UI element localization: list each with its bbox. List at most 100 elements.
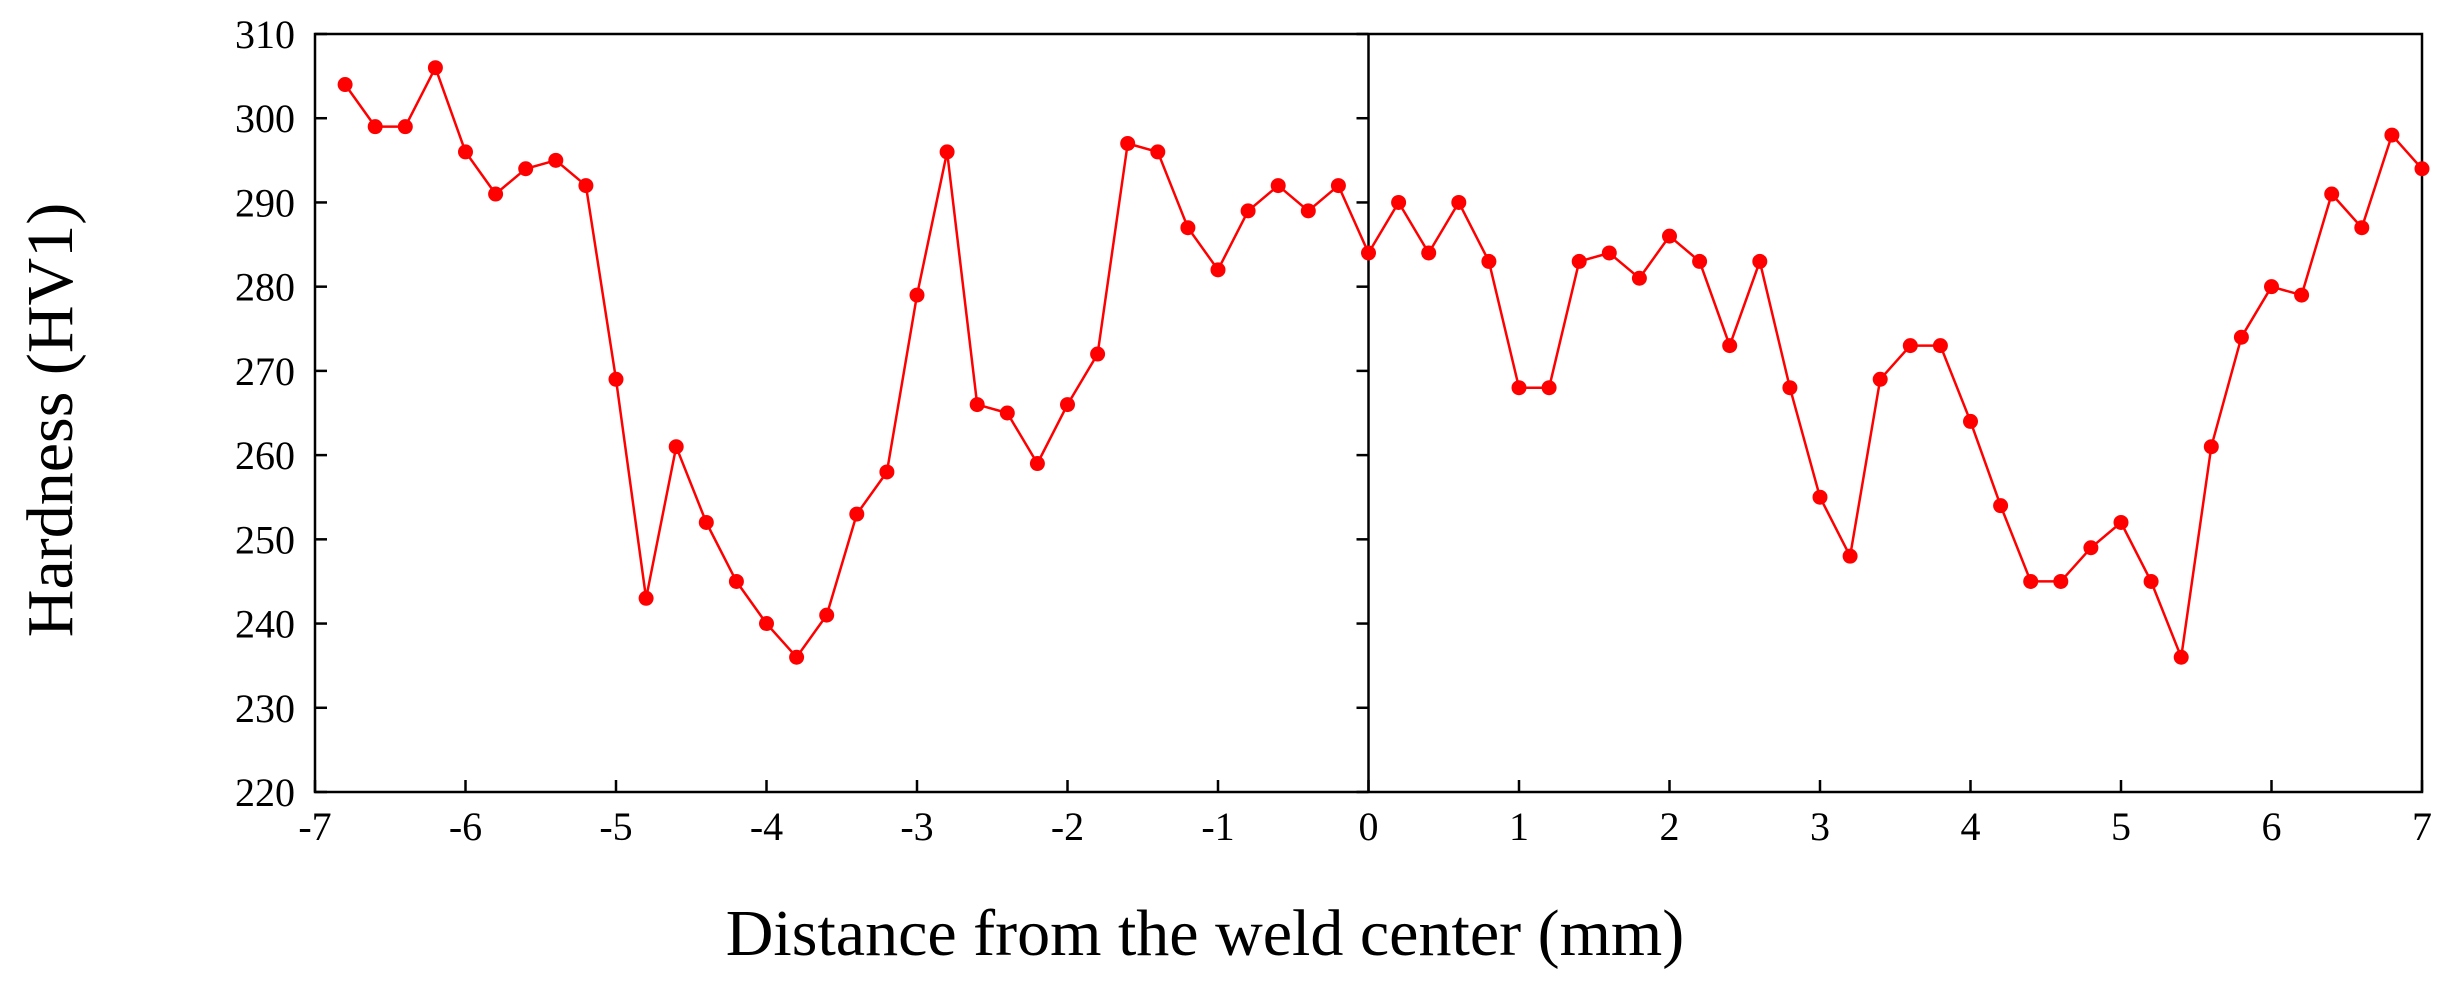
data-point [1722, 338, 1738, 354]
data-point [1090, 346, 1106, 362]
data-point [1872, 371, 1888, 387]
data-point [969, 397, 985, 413]
y-tick-label: 230 [235, 686, 295, 731]
data-point [1601, 245, 1617, 261]
data-point [1240, 203, 1256, 219]
x-tick-label: -3 [900, 804, 933, 849]
y-axis-ticks: 220 230 240 250 260 270 280 290 300 310 [235, 12, 1369, 815]
data-point [458, 144, 473, 160]
data-point [1270, 178, 1286, 194]
x-tick-label: -4 [750, 804, 783, 849]
data-point [1120, 135, 1136, 151]
data-point [1330, 178, 1346, 194]
data-point [1180, 220, 1196, 236]
x-tick-label: -6 [449, 804, 482, 849]
y-tick-label: 280 [235, 265, 295, 310]
data-point [1391, 194, 1407, 210]
data-point [1963, 413, 1978, 429]
data-point [2294, 287, 2310, 303]
data-point [728, 573, 744, 589]
data-point [367, 119, 383, 135]
data-point [789, 649, 805, 665]
data-point [1692, 253, 1708, 269]
data-point [939, 144, 955, 160]
data-point [1541, 380, 1557, 396]
data-point [2113, 514, 2129, 530]
y-tick-label: 260 [235, 433, 295, 478]
data-point [1451, 194, 1467, 210]
data-point [488, 186, 504, 202]
x-tick-label: 6 [2262, 804, 2282, 849]
x-tick-label: 0 [1359, 804, 1379, 849]
data-point [2264, 279, 2279, 295]
data-point [909, 287, 925, 303]
data-point [2173, 649, 2189, 665]
data-point [1842, 548, 1858, 564]
data-point [337, 77, 353, 93]
data-point [1300, 203, 1316, 219]
data-point [849, 506, 865, 522]
y-tick-label: 310 [235, 12, 295, 57]
x-tick-label: -1 [1201, 804, 1234, 849]
data-point [1662, 228, 1677, 244]
data-point [2414, 161, 2430, 177]
y-tick-label: 220 [235, 770, 295, 815]
data-point [1993, 498, 2009, 514]
data-point [1571, 253, 1587, 269]
y-tick-label: 270 [235, 349, 295, 394]
data-point [1150, 144, 1166, 160]
data-point [668, 439, 684, 455]
data-point [2384, 127, 2400, 143]
y-tick-label: 240 [235, 602, 295, 647]
data-point [548, 152, 564, 168]
y-axis-title: Hardness (HV1) [14, 203, 87, 637]
series-layer [337, 60, 2430, 665]
x-tick-label: 1 [1509, 804, 1529, 849]
x-axis-title: Distance from the weld center (mm) [726, 897, 1684, 970]
data-point [2354, 220, 2370, 236]
x-tick-label: -7 [298, 804, 331, 849]
data-point [1210, 262, 1226, 278]
data-point [427, 60, 443, 76]
x-tick-label: 4 [1961, 804, 1981, 849]
y-tick-label: 300 [235, 96, 295, 141]
data-point [1631, 270, 1647, 286]
data-point [879, 464, 895, 480]
data-point [397, 119, 413, 135]
data-point [578, 178, 594, 194]
data-point [2324, 186, 2340, 202]
x-axis-ticks: -7 -6 -5 -4 -3 -2 -1 0 1 2 3 4 5 6 7 [298, 780, 2432, 849]
data-point [1481, 253, 1497, 269]
y-tick-label: 250 [235, 517, 295, 562]
x-tick-label: 7 [2412, 804, 2432, 849]
data-point [638, 590, 654, 606]
data-point [518, 161, 534, 177]
data-point [2233, 329, 2249, 345]
x-tick-label: 2 [1660, 804, 1680, 849]
x-tick-label: -5 [599, 804, 632, 849]
data-point [1361, 245, 1376, 261]
data-point [1782, 380, 1798, 396]
data-point [1060, 397, 1075, 413]
data-point [2203, 439, 2219, 455]
data-point [1932, 338, 1948, 354]
data-point [1902, 338, 1918, 354]
data-point [608, 371, 624, 387]
data-point [759, 616, 774, 632]
data-point [1752, 253, 1768, 269]
series-line [344, 66, 2423, 659]
data-point [1029, 456, 1045, 472]
data-point [698, 514, 714, 530]
data-point [819, 607, 835, 623]
x-tick-label: 3 [1810, 804, 1830, 849]
data-point [2083, 540, 2099, 556]
data-point [999, 405, 1015, 421]
data-point [1421, 245, 1437, 261]
data-point [2143, 573, 2159, 589]
x-tick-label: -2 [1051, 804, 1084, 849]
data-point [1812, 489, 1828, 505]
data-point [2023, 573, 2039, 589]
y-tick-label: 290 [235, 180, 295, 225]
data-point [1511, 380, 1527, 396]
